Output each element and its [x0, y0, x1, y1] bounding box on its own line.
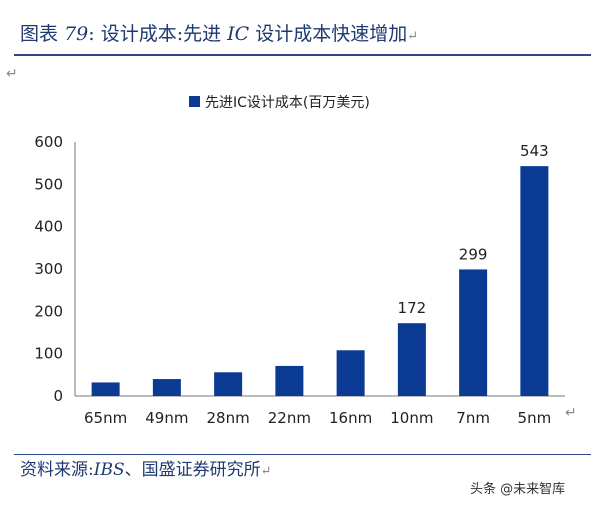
x-tick-label: 28nm [207, 409, 250, 427]
figure-number: 79 [64, 23, 89, 45]
bar-7nm [459, 269, 488, 396]
x-tick-label: 49nm [145, 409, 188, 427]
source-rest: 、国盛证券研究所 [124, 460, 261, 480]
bar-16nm [336, 350, 365, 396]
x-tick-labels: 65nm 49nm 28nm 22nm 16nm 10nm 7nm 5nm [84, 409, 551, 427]
chart-legend: 先进IC设计成本(百万美元) [189, 95, 370, 111]
figure-title-a: 设计成本:先进 [100, 23, 222, 45]
top-rule [14, 54, 591, 56]
bar-5nm [520, 166, 549, 396]
return-mark-icon: ↵ [565, 405, 577, 421]
return-mark-icon: ↵ [407, 29, 419, 44]
bottom-rule [14, 454, 591, 455]
figure-label: 图表 [20, 23, 59, 45]
figure-colon: : [88, 23, 95, 45]
bars [91, 166, 549, 396]
figure-title-b: 设计成本快速增加 [255, 23, 408, 45]
y-tick-label: 300 [34, 260, 63, 278]
data-label: 543 [520, 142, 549, 160]
data-label: 299 [459, 245, 488, 263]
source-institution: IBS [93, 460, 125, 480]
y-tick-label: 500 [34, 175, 63, 193]
return-mark-icon: ↵ [260, 464, 272, 479]
bar-28nm [214, 372, 243, 396]
y-tick-label: 0 [53, 387, 63, 405]
return-mark-icon: ↵ [6, 66, 18, 82]
x-tick-label: 65nm [84, 409, 127, 427]
bar-65nm [91, 382, 120, 396]
x-tick-label: 10nm [390, 409, 433, 427]
bar-22nm [275, 365, 304, 396]
source-note: 资料来源:IBS、国盛证券研究所↵ [20, 455, 272, 480]
bar-49nm [152, 379, 181, 396]
y-tick-label: 600 [34, 133, 63, 151]
data-labels: 172 299 543 [398, 142, 549, 317]
x-tick-label: 5nm [518, 409, 552, 427]
y-tick-label: 200 [34, 302, 63, 320]
x-tick-label: 16nm [329, 409, 372, 427]
legend-swatch [189, 96, 200, 107]
y-tick-label: 400 [34, 218, 63, 236]
figure-title: 图表 79: 设计成本:先进 IC 设计成本快速增加↵ [20, 19, 418, 46]
y-tick-labels: 0 100 200 300 400 500 600 [34, 133, 63, 405]
source-prefix: 资料来源: [20, 460, 94, 480]
x-tick-label: 22nm [268, 409, 311, 427]
legend-label: 先进IC设计成本(百万美元) [205, 95, 370, 111]
x-tick-label: 7nm [456, 409, 490, 427]
figure-title-ic: IC [227, 23, 250, 45]
bar-10nm [397, 323, 426, 396]
y-tick-label: 100 [34, 345, 63, 363]
data-label: 172 [398, 299, 427, 317]
watermark: 头条 @未来智库 [470, 482, 566, 497]
